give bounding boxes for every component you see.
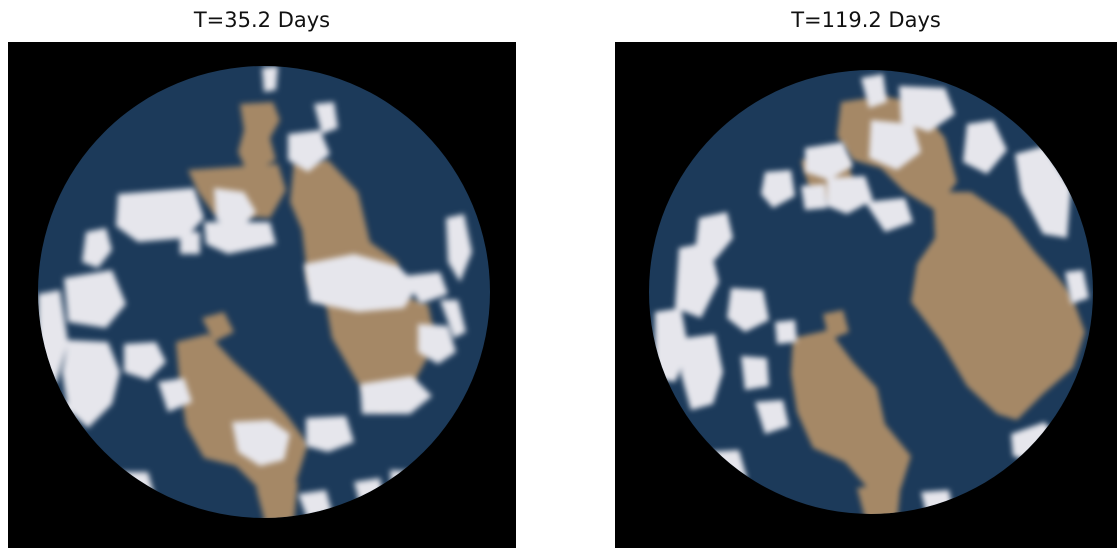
- land-masses: [791, 96, 1085, 514]
- planet-image-right: [615, 42, 1117, 548]
- panel-title-right: T=119.2 Days: [791, 8, 941, 32]
- planet-image-left: [8, 42, 516, 548]
- panel-title-left: T=35.2 Days: [193, 8, 331, 32]
- cloud-patches: [38, 66, 472, 518]
